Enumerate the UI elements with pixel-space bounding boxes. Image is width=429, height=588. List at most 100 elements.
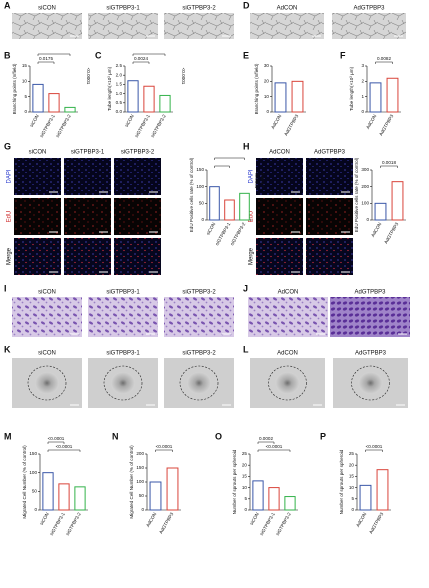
y-tick-label: 30 [264, 63, 270, 68]
significance-bracket [365, 449, 383, 452]
x-tick-label: siCON [29, 114, 40, 128]
column-title: AdCON [278, 290, 299, 296]
panel-letter: J [243, 283, 248, 293]
y-tick-label: 3 [361, 63, 364, 68]
bar [224, 199, 235, 221]
x-tick-label: AdCON [355, 512, 367, 528]
x-tick-label: siGTPBP3-1 [134, 113, 151, 138]
y-tick-label: 2.0 [116, 72, 123, 77]
bar [64, 106, 76, 113]
micrograph [64, 238, 111, 275]
spheroid [35, 372, 59, 394]
spheroid-outline [351, 365, 390, 401]
panel-letter: L [243, 344, 249, 354]
column-title: AdGTPBP3 [353, 6, 385, 12]
bar [42, 472, 54, 511]
x-tick-label: siGTPBP3-1 [49, 511, 66, 536]
micrograph [114, 158, 161, 195]
bar [386, 77, 399, 113]
panel-letter: E [243, 50, 249, 60]
micrograph [88, 13, 158, 39]
micrograph [306, 158, 353, 195]
y-tick-label: 0 [366, 217, 369, 222]
column-title: AdGTPBP3 [314, 150, 346, 156]
micrograph [164, 13, 234, 39]
y-tick-label: 15 [349, 474, 355, 479]
panel-letter: D [243, 0, 250, 10]
y-tick-label: 0 [24, 109, 27, 114]
panel-letter: H [243, 141, 250, 151]
p-value: 0.0002 [259, 436, 273, 441]
column-title: AdCON [277, 6, 298, 12]
significance-bracket [132, 61, 150, 64]
y-tick-label: 20 [349, 462, 355, 467]
panel-letter: K [4, 344, 11, 354]
x-tick-label: AdGTPBP3 [283, 113, 299, 136]
panel-letter: F [340, 50, 346, 60]
row-label: Merge [249, 247, 255, 265]
y-tick-label: 50 [139, 493, 145, 498]
y-axis-label: Tube length(×10³ μm) [107, 66, 112, 111]
x-tick-label: siCON [249, 512, 260, 526]
bar [239, 192, 250, 221]
y-tick-label: 20 [242, 462, 248, 467]
y-tick-label: 0 [361, 109, 364, 114]
significance-bracket [214, 165, 230, 168]
micrograph [256, 158, 303, 195]
column-title: siGTPBP3-1 [71, 150, 105, 156]
column-title: siCON [38, 6, 56, 12]
x-tick-label: siCON [39, 512, 50, 526]
bar [274, 82, 287, 113]
column-title: siCON [38, 290, 56, 296]
y-tick-label: 2 [361, 79, 364, 84]
x-tick-label: siCON [124, 114, 135, 128]
bar [159, 94, 171, 113]
x-tick-label: siGTPBP3-2 [65, 511, 82, 536]
column-title: siGTPBP3-2 [182, 351, 216, 357]
micrograph [114, 198, 161, 235]
y-axis-label: Branching points (n/field) [254, 63, 259, 114]
bar [48, 93, 60, 113]
x-tick-label: siGTPBP3-1 [259, 511, 276, 536]
bar [376, 469, 389, 511]
y-tick-label: 10 [242, 485, 248, 490]
column-title: siGTPBP3-1 [106, 290, 140, 296]
panel-letter: C [95, 50, 102, 60]
x-tick-label: AdGTPBP3 [368, 511, 384, 534]
spheroid [187, 372, 211, 394]
bar [391, 181, 404, 221]
y-axis-label: Number of sprouts per spheroid [339, 449, 344, 514]
micrograph [164, 297, 234, 337]
micrograph [88, 297, 158, 337]
micrograph [330, 297, 410, 337]
y-tick-label: 50 [199, 201, 205, 206]
y-tick-label: 10 [264, 94, 270, 99]
y-tick-label: 50 [32, 489, 38, 494]
panel-letter: G [4, 141, 11, 151]
bar [127, 80, 139, 113]
column-title: siCON [38, 351, 56, 357]
p-value: 0.0018 [382, 160, 396, 165]
y-axis-label: EdU Positive cells rate (% of control) [189, 157, 194, 232]
y-axis-label: Migrated Cell Number (% of control) [129, 445, 134, 519]
p-value: <0.0001 [156, 444, 173, 449]
column-title: AdGTPBP3 [354, 290, 386, 296]
y-tick-label: 0 [201, 217, 204, 222]
spheroid [358, 372, 383, 394]
spheroid [275, 372, 300, 394]
bar [32, 83, 44, 113]
micrograph [64, 158, 111, 195]
y-tick-label: 10 [22, 79, 28, 84]
panel-letter: P [320, 431, 326, 441]
micrograph [332, 13, 406, 39]
y-axis-label: Branching points (n/field) [12, 63, 17, 114]
y-tick-label: 0 [141, 507, 144, 512]
x-tick-label: siGTPBP3-2 [275, 511, 292, 536]
x-tick-label: AdCON [365, 114, 377, 130]
bar [284, 496, 296, 511]
row-label: EdU [7, 211, 13, 223]
y-tick-label: 200 [361, 184, 369, 189]
micrograph [12, 13, 82, 39]
bar [74, 486, 86, 511]
y-tick-label: 300 [361, 167, 369, 172]
